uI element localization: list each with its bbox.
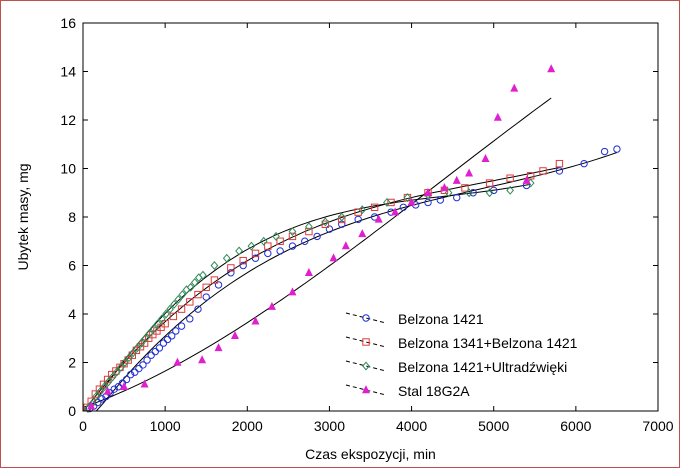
data-point <box>482 155 488 161</box>
y-tick-label: 2 <box>68 355 76 371</box>
data-point <box>232 332 238 338</box>
x-tick-label: 2000 <box>232 418 263 434</box>
data-point <box>265 250 271 256</box>
data-point <box>330 255 336 261</box>
y-axis-label: Ubytek masy, mg <box>15 163 31 270</box>
data-point <box>384 199 390 206</box>
data-point <box>466 170 472 176</box>
data-point <box>215 344 221 350</box>
data-point <box>136 365 142 371</box>
legend-label: Belzona 1341+Belzona 1421 <box>398 335 578 351</box>
data-point <box>343 242 349 248</box>
y-tick-label: 6 <box>68 258 76 274</box>
data-point <box>164 336 170 342</box>
data-point <box>160 340 166 346</box>
y-tick-label: 16 <box>60 15 76 31</box>
y-tick-label: 8 <box>68 209 76 225</box>
legend-label: Belzona 1421+Ultradźwięki <box>398 359 567 375</box>
data-point <box>178 323 184 329</box>
data-point <box>454 194 460 200</box>
data-point <box>495 114 501 120</box>
legend-label: Stal 18G2A <box>398 383 470 399</box>
data-point <box>454 177 460 183</box>
data-point <box>141 381 147 387</box>
x-tick-label: 0 <box>79 418 87 434</box>
data-point <box>359 230 365 236</box>
data-point <box>187 316 193 322</box>
data-point <box>556 160 562 166</box>
legend: Belzona 1421 Belzona 1341+Belzona 1421 Bel… <box>341 305 641 405</box>
x-tick-label: 1000 <box>150 418 181 434</box>
data-point <box>148 352 154 358</box>
x-tick-label: 6000 <box>560 418 591 434</box>
data-point <box>203 294 209 300</box>
data-point <box>614 146 620 152</box>
legend-label: Belzona 1421 <box>398 311 484 327</box>
data-point <box>548 65 554 71</box>
y-tick-label: 12 <box>60 112 76 128</box>
data-point <box>199 356 205 362</box>
y-tick-label: 14 <box>60 64 76 80</box>
data-point <box>601 148 607 154</box>
data-point <box>511 85 517 91</box>
x-axis-label: Czas ekspozycji, min <box>305 446 436 462</box>
data-point <box>173 328 179 334</box>
y-tick-label: 4 <box>68 306 76 322</box>
data-point <box>269 303 275 309</box>
x-tick-label: 7000 <box>642 418 673 434</box>
x-tick-label: 3000 <box>314 418 345 434</box>
x-tick-label: 4000 <box>396 418 427 434</box>
data-point <box>425 199 431 205</box>
data-point <box>152 348 158 354</box>
data-point <box>211 262 217 269</box>
data-point <box>277 248 283 254</box>
y-tick-label: 0 <box>68 403 76 419</box>
data-point <box>236 247 242 254</box>
x-tick-label: 5000 <box>478 418 509 434</box>
data-point <box>174 359 180 365</box>
legend-box <box>341 305 641 405</box>
data-point <box>306 269 312 275</box>
y-tick-label: 10 <box>60 161 76 177</box>
data-point <box>215 282 221 288</box>
data-point <box>339 221 345 227</box>
data-point <box>376 216 382 222</box>
data-point <box>289 288 295 294</box>
